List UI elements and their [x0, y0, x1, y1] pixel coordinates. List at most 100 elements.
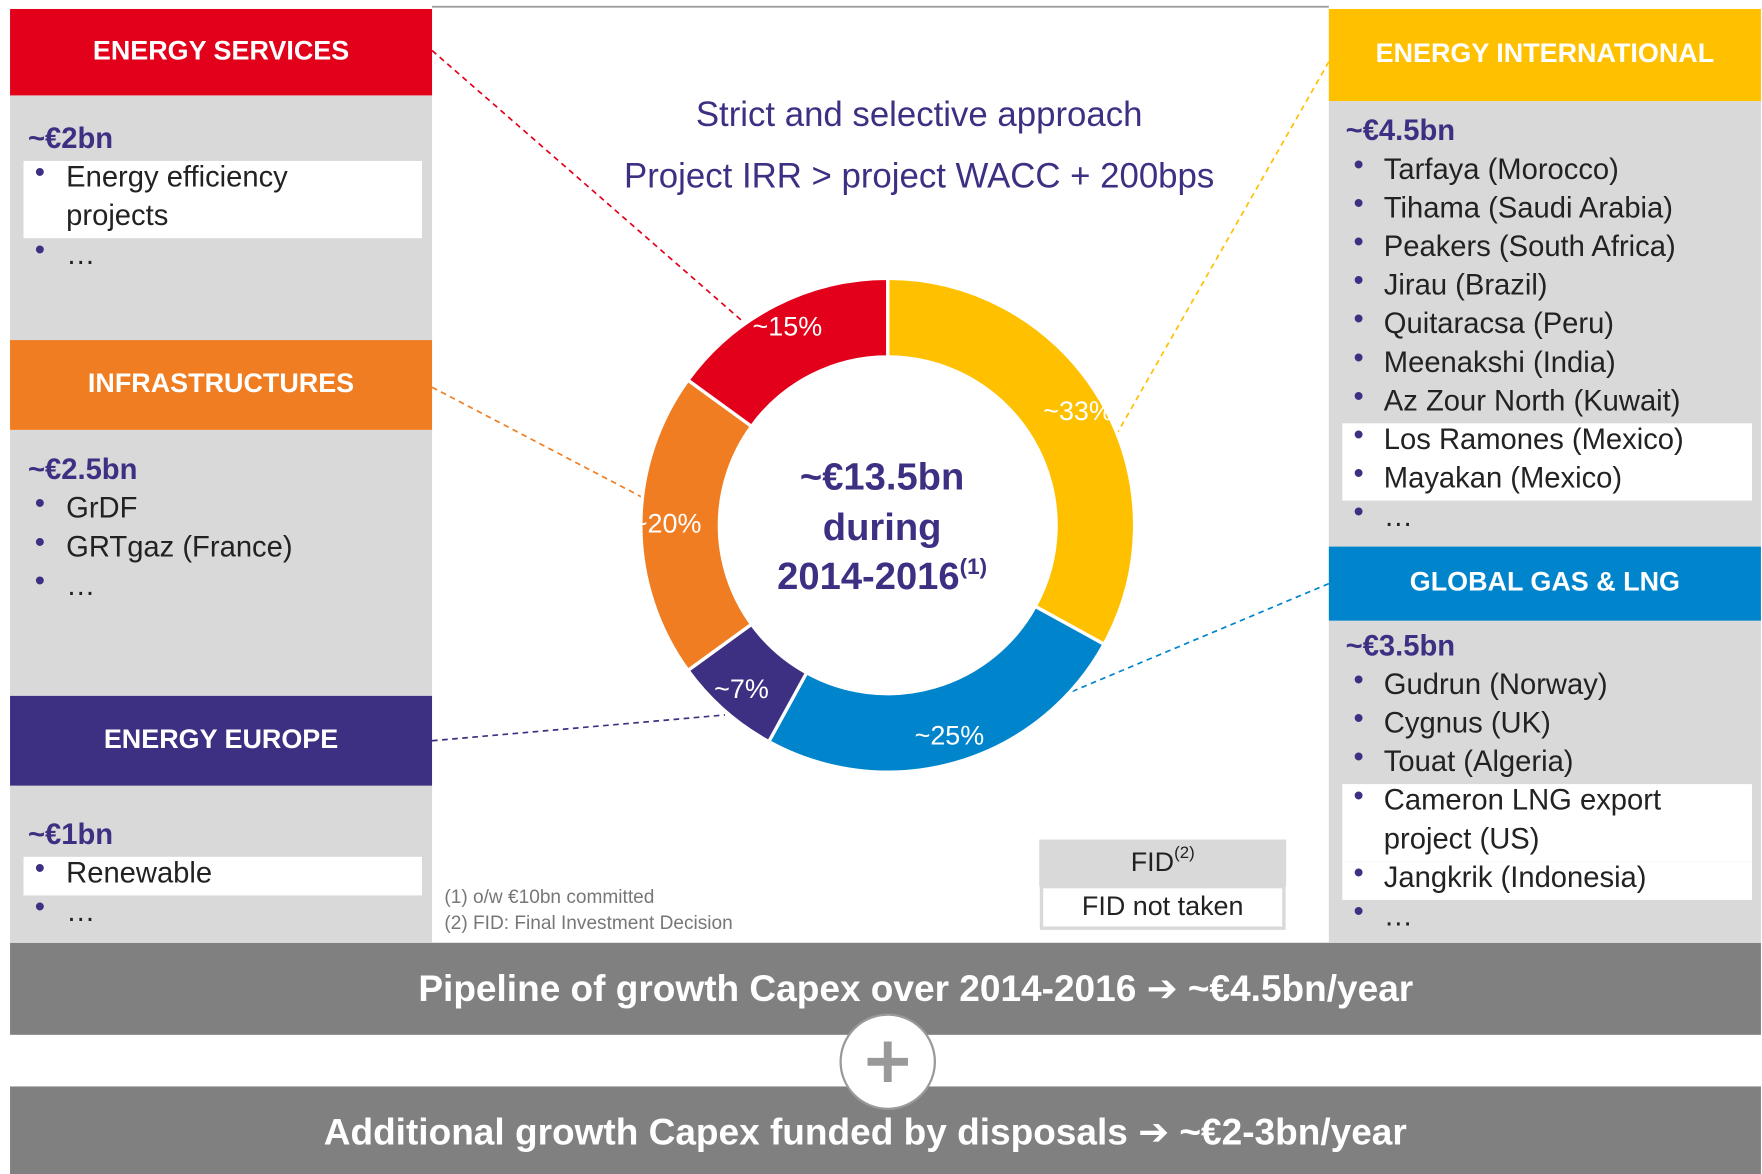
panel-amount: ~€2.5bn: [28, 454, 137, 486]
panel-amount: ~€2bn: [28, 123, 113, 155]
footnote: (1) o/w €10bn committed: [444, 887, 654, 908]
panel-item: Peakers (South Africa): [1384, 231, 1676, 263]
bullet: •: [1354, 896, 1364, 928]
panel-item: …: [66, 570, 95, 602]
bullet: •: [1354, 226, 1364, 258]
panel-title: ENERGY SERVICES: [93, 35, 349, 65]
bullet: •: [35, 234, 45, 266]
fid-not-taken-box: [1342, 423, 1752, 462]
panel-item: …: [1384, 501, 1413, 533]
donut-segment: [886, 276, 1137, 647]
bullet: •: [35, 527, 45, 559]
panel-header: [1328, 8, 1761, 102]
panel-amount: ~€1bn: [28, 819, 113, 851]
bullet: •: [35, 565, 45, 597]
title: Strict and selective approach: [696, 96, 1143, 134]
panel-item: Quitaracsa (Peru): [1384, 308, 1614, 340]
legend-not-taken: [1039, 884, 1286, 930]
bullet: •: [1354, 420, 1364, 452]
plus-sign: [867, 1041, 908, 1082]
center-line: ~€13.5bn: [800, 455, 964, 498]
center-text: 2014-2016(1): [777, 554, 987, 598]
value-label: ~7%: [714, 674, 769, 704]
panel-item: project (US): [1384, 823, 1540, 855]
center-line: during: [823, 506, 942, 549]
panel-item: Jirau (Brazil): [1384, 270, 1548, 302]
bottom-bar-text: Pipeline of growth Capex over 2014-2016 …: [418, 967, 1413, 1009]
panel-item: Az Zour North (Kuwait): [1384, 385, 1681, 417]
value-label: ~33%: [1043, 396, 1113, 426]
panel-item: Touat (Algeria): [1384, 746, 1574, 778]
panel-header: [10, 695, 433, 786]
connector: [1117, 61, 1330, 433]
donut-segment: [766, 604, 1107, 774]
connector: [431, 49, 748, 327]
panel-title: ENERGY INTERNATIONAL: [1376, 38, 1715, 68]
bullet: •: [35, 853, 45, 885]
panel-item: …: [66, 239, 95, 271]
fid-not-taken-box: [23, 160, 422, 239]
panel-item: …: [1384, 901, 1413, 933]
center-text: during: [823, 506, 942, 549]
panel-item: GRTgaz (France): [66, 531, 292, 563]
connector: [1061, 582, 1330, 697]
bullet: •: [1354, 188, 1364, 220]
panel-header: [10, 8, 433, 96]
fid-not-taken-box: [1342, 461, 1752, 501]
panel-item: Meenakshi (India): [1384, 347, 1616, 379]
panel-item: Energy efficiency: [66, 162, 288, 194]
panel-item: Jangkrik (Indonesia): [1384, 862, 1647, 894]
donut-segment: [685, 276, 890, 429]
panel-item: GrDF: [66, 493, 137, 525]
panel-item: Renewable: [66, 857, 212, 889]
panel-header: [10, 340, 433, 430]
panel-item: Gudrun (Norway): [1384, 669, 1608, 701]
panel-amount: ~€3.5bn: [1346, 630, 1455, 662]
panel-item: Tihama (Saudi Arabia): [1384, 192, 1673, 224]
bullet: •: [1354, 703, 1364, 735]
fid-not-taken-box: [23, 856, 422, 896]
center-line: 2014-2016: [777, 555, 959, 598]
bullet: •: [1354, 149, 1364, 181]
center-note: (1): [960, 554, 987, 579]
value-label: ~25%: [915, 721, 985, 751]
legend-label: FID not taken: [1082, 891, 1244, 921]
bullet: •: [1354, 304, 1364, 336]
bullet: •: [35, 157, 45, 189]
bullet: •: [1354, 780, 1364, 812]
bullet: •: [1354, 857, 1364, 889]
legend-fid: [1039, 839, 1287, 887]
bullet: •: [35, 892, 45, 924]
panel-item: …: [66, 896, 95, 928]
legend-label: FID(2): [1131, 844, 1195, 878]
panel-title: INFRASTRUCTURES: [88, 368, 354, 398]
bullet: •: [1354, 342, 1364, 374]
panel-item: projects: [66, 200, 168, 232]
panel-amount: ~€4.5bn: [1346, 115, 1455, 147]
panel-header: [1328, 546, 1761, 621]
bullet: •: [1354, 742, 1364, 774]
value-label: ~15%: [753, 311, 823, 341]
fid-not-taken-box: [1342, 784, 1752, 862]
bullet: •: [1354, 664, 1364, 696]
panel-item: Mayakan (Mexico): [1384, 463, 1622, 495]
panel-item: Tarfaya (Morocco): [1384, 154, 1619, 186]
footnote: (2) FID: Final Investment Decision: [444, 913, 732, 934]
panel-item: Los Ramones (Mexico): [1384, 424, 1684, 456]
bullet: •: [35, 488, 45, 520]
bullet: •: [1354, 381, 1364, 413]
panel-item: Cameron LNG export: [1384, 785, 1661, 817]
connector: [431, 714, 726, 742]
bullet: •: [1354, 497, 1364, 529]
bullet: •: [1354, 265, 1364, 297]
fid-not-taken-box: [1342, 861, 1752, 900]
value-label: ~20%: [632, 508, 702, 538]
panel-body: [10, 429, 433, 696]
panel-item: Cygnus (UK): [1384, 708, 1551, 740]
bullet: •: [1354, 458, 1364, 490]
panel-title: GLOBAL GAS & LNG: [1410, 567, 1680, 597]
center-text: ~€13.5bn: [800, 455, 964, 498]
panel-title: ENERGY EUROPE: [104, 724, 338, 754]
title: Project IRR > project WACC + 200bps: [624, 158, 1214, 196]
